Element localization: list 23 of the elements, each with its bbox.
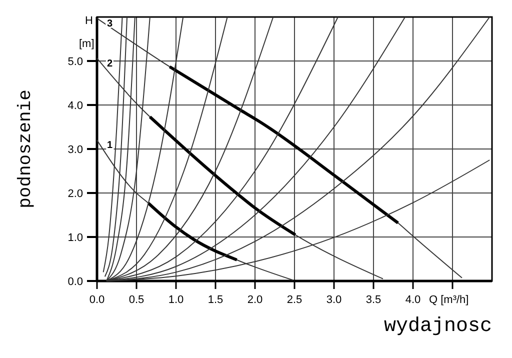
x-axis-title: wydajnosc [384,315,492,338]
series-label: 2 [107,58,113,70]
x-tick-label: 2.0 [247,294,263,306]
series-label: 1 [107,140,113,152]
series-label: 3 [107,18,113,30]
x-tick-label: 1.0 [168,294,184,306]
y-tick-label: 3.0 [68,144,83,156]
text: [m] [79,38,94,50]
x-tick-label: 0.0 [89,294,105,306]
y-tick-label: 2.0 [68,188,83,200]
x-tick-label: 0.5 [128,294,144,306]
text: Q [m³/h] [429,294,469,306]
x-tick-label: 4.0 [405,294,421,306]
y-tick-label: 1.0 [68,232,83,244]
x-tick-label: 3.5 [366,294,382,306]
y-tick-label: 5.0 [68,56,83,68]
text: H [85,15,93,27]
y-tick-label: 0.0 [68,276,83,288]
y-axis-title: podnoszenie [16,90,36,208]
y-tick-label: 4.0 [68,100,83,112]
x-tick-label: 2.5 [286,294,302,306]
x-tick-label: 3.0 [326,294,342,306]
x-tick-label: 1.5 [208,294,224,306]
